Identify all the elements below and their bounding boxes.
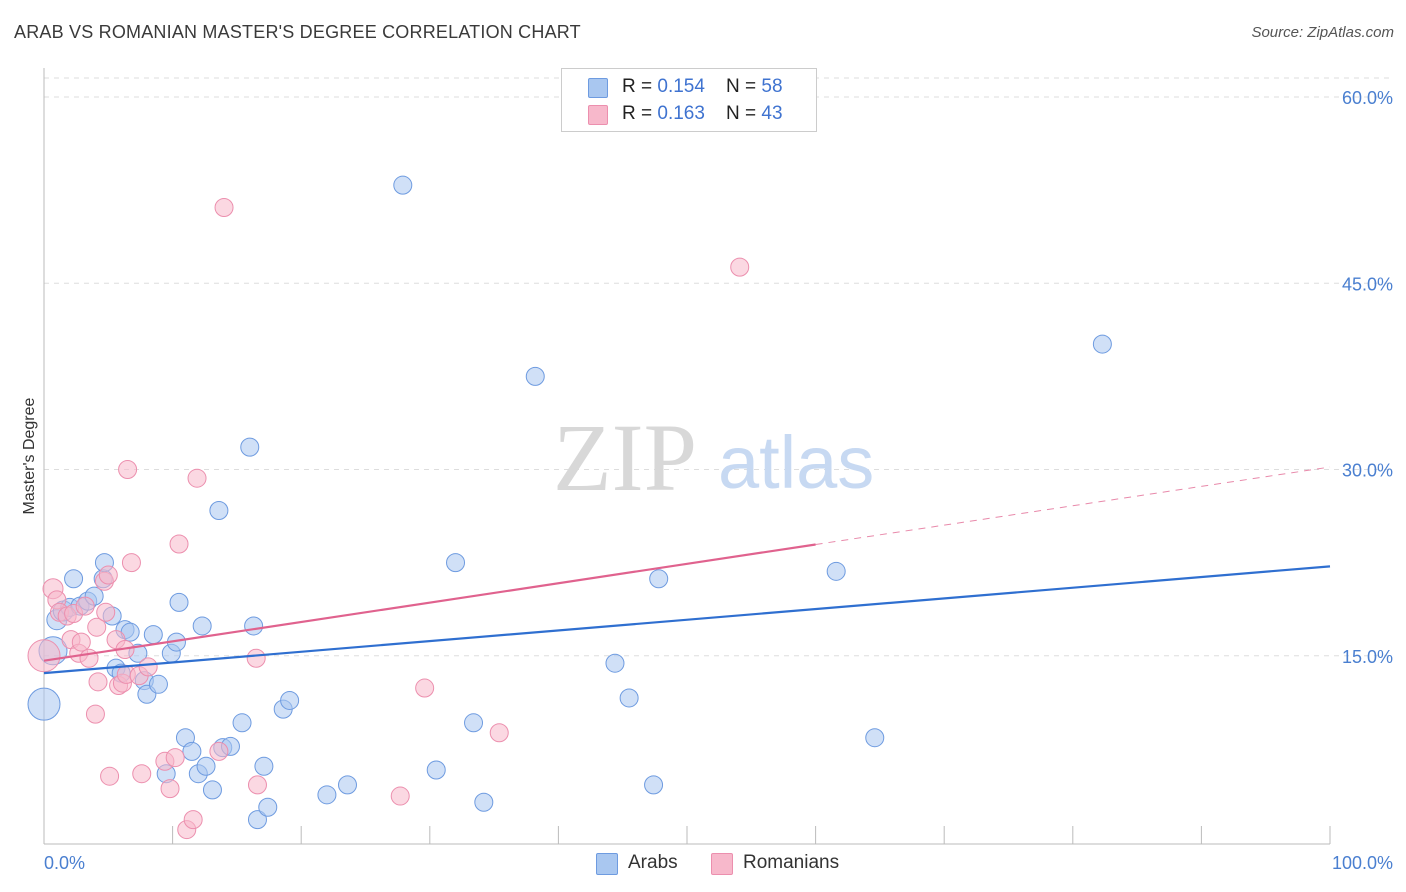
arabs-point	[258, 797, 278, 817]
romanians-point	[100, 766, 120, 786]
arabs-point	[337, 775, 357, 795]
arabs-point	[202, 780, 222, 800]
romanians-point	[415, 678, 435, 698]
arabs-point	[143, 625, 163, 645]
romanians-point	[169, 534, 189, 554]
romanians-point	[88, 672, 108, 692]
romanians-point	[183, 810, 203, 830]
legend-n-value: 43	[761, 103, 783, 124]
romanians-point	[138, 657, 158, 677]
arabs-point	[393, 175, 413, 195]
romanians-point	[121, 553, 141, 573]
arabs-point	[446, 553, 466, 573]
arabs-point	[209, 500, 229, 520]
romanians-point	[96, 602, 116, 622]
data-points	[27, 175, 1112, 840]
romanians-point	[118, 460, 138, 479]
legend-r-label: R =	[622, 103, 658, 124]
x-tick-label: 100.0%	[1332, 853, 1393, 873]
arabs-point	[280, 690, 300, 710]
romanians-swatch	[588, 105, 608, 125]
romanians-point	[246, 648, 266, 668]
arabs-point	[27, 687, 61, 721]
romanians-point	[165, 748, 185, 768]
legend-r-value: 0.154	[657, 76, 705, 97]
arabs-point	[826, 561, 846, 581]
arabs-point	[232, 713, 252, 733]
arabs-point	[865, 728, 885, 748]
legend-n-label: N =	[726, 103, 762, 124]
legend-n-label: N =	[726, 76, 762, 97]
romanians-trend-extension	[815, 466, 1331, 545]
romanians-trend-line	[43, 543, 816, 662]
arabs-point	[240, 437, 260, 457]
romanians-legend-swatch	[711, 853, 733, 875]
arabs-point	[474, 792, 494, 812]
source-label: Source: ZipAtlas.com	[1251, 24, 1394, 41]
legend-n-value: 58	[761, 76, 783, 97]
arabs-swatch	[588, 78, 608, 98]
arabs-point	[317, 785, 337, 805]
arabs-point	[605, 653, 625, 673]
watermark-atlas: atlas	[718, 421, 874, 504]
x-tick-label: 0.0%	[44, 853, 85, 873]
arabs-point	[64, 569, 84, 589]
arabs-point	[619, 688, 639, 708]
y-tick-label: 30.0%	[1342, 461, 1393, 481]
arabs-point	[182, 741, 202, 761]
romanians-point	[85, 704, 105, 724]
romanians-point	[98, 565, 118, 585]
romanians-point	[489, 723, 509, 743]
tick-labels: 15.0% 30.0% 45.0% 60.0% 0.0% 100.0%	[44, 88, 1393, 873]
arabs-point	[644, 775, 664, 795]
arabs-legend-swatch	[596, 853, 618, 875]
arabs-point	[169, 592, 189, 612]
legend-r-label: R =	[622, 76, 658, 97]
romanians-point	[87, 617, 107, 637]
romanians-point	[160, 779, 180, 799]
arabs-point	[649, 569, 669, 589]
romanians-point	[75, 596, 95, 616]
arabs-legend-label: Arabs	[628, 852, 678, 873]
romanians-point	[71, 632, 91, 652]
legend-r-value: 0.163	[657, 103, 705, 124]
arabs-point	[426, 760, 446, 780]
romanians-point	[132, 764, 152, 784]
romanians-point	[27, 639, 61, 673]
arabs-point	[196, 756, 216, 776]
chart-title: ARAB VS ROMANIAN MASTER'S DEGREE CORRELA…	[14, 22, 581, 42]
arabs-point	[1092, 334, 1112, 354]
y-tick-label: 45.0%	[1342, 274, 1393, 294]
watermark: ZIP atlas	[553, 404, 874, 511]
romanians-point	[214, 198, 234, 218]
arabs-point	[148, 674, 168, 694]
arabs-point	[254, 756, 274, 776]
arabs-trend-line	[43, 565, 1331, 675]
arabs-point	[247, 810, 267, 830]
romanians-point	[730, 257, 750, 277]
arabs-point	[525, 366, 545, 386]
trend-lines	[43, 466, 1331, 675]
romanians-point	[209, 741, 229, 761]
grid-lines	[44, 77, 1392, 657]
arabs-point	[464, 713, 484, 733]
romanians-legend-label: Romanians	[743, 852, 840, 873]
romanians-point	[247, 775, 267, 795]
arabs-point	[244, 616, 264, 636]
romanians-point	[390, 786, 410, 806]
legend: R = 0.154 N = 58 R = 0.163 N = 43	[561, 68, 817, 132]
y-tick-label: 15.0%	[1342, 647, 1393, 667]
romanians-point	[187, 468, 207, 488]
watermark-zip: ZIP	[553, 404, 697, 511]
arabs-point	[192, 616, 212, 636]
y-tick-label: 60.0%	[1342, 88, 1393, 108]
y-axis-title: Master's Degree	[21, 397, 38, 514]
